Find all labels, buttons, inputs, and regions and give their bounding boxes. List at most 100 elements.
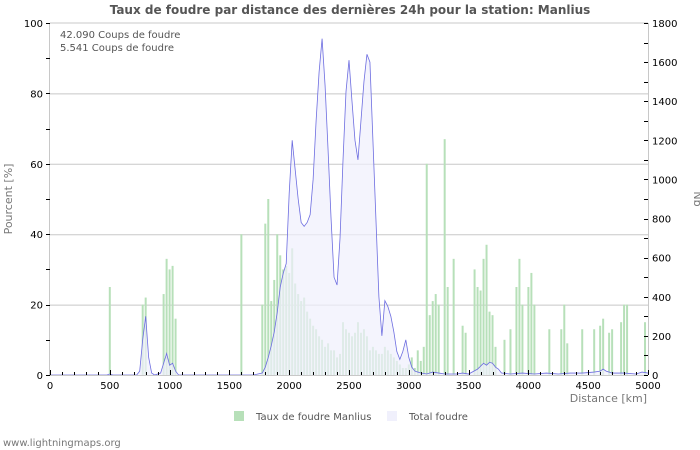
- y-right-tick-label: 0: [652, 371, 658, 382]
- bar: [548, 329, 551, 375]
- bar: [620, 322, 623, 375]
- x-tick-label: 3000: [396, 381, 421, 392]
- bar: [515, 287, 518, 375]
- x-tick-label: 2000: [276, 381, 301, 392]
- bar: [611, 329, 614, 375]
- bar: [476, 287, 479, 375]
- bar: [267, 199, 270, 375]
- bar: [560, 329, 563, 375]
- x-tick-label: 4000: [516, 381, 541, 392]
- bar: [527, 287, 530, 375]
- y-right-axis-label: Nb: [691, 191, 700, 206]
- y-right-tick-label: 200: [652, 332, 671, 343]
- bar: [479, 290, 482, 375]
- bar: [165, 258, 168, 375]
- bar: [276, 234, 279, 375]
- x-tick-label: 1000: [157, 381, 182, 392]
- bar: [422, 346, 425, 375]
- bar: [434, 294, 437, 375]
- y-tick-label: 80: [30, 89, 43, 100]
- bar: [108, 287, 111, 375]
- bar: [488, 311, 491, 375]
- bar: [437, 304, 440, 375]
- y-tick-label: 20: [30, 301, 43, 312]
- bar: [485, 244, 488, 375]
- bar: [491, 315, 494, 375]
- y-tick-label: 40: [30, 230, 43, 241]
- bar: [503, 339, 506, 375]
- legend-swatch-lavender-icon: [387, 411, 397, 421]
- legend-item-taux: Taux de foudre Manlius: [234, 411, 371, 423]
- bar: [273, 279, 276, 375]
- x-tick-label: 5000: [635, 381, 660, 392]
- y-tick-label: 60: [30, 160, 43, 171]
- legend-label-taux: Taux de foudre Manlius: [256, 412, 372, 423]
- legend-label-total: Total foudre: [409, 412, 468, 423]
- bar: [461, 325, 464, 375]
- y-right-tick-label: 600: [652, 254, 671, 265]
- bar: [162, 294, 165, 375]
- source-footer: www.lightningmaps.org: [3, 438, 121, 449]
- bar: [533, 304, 536, 375]
- bar: [521, 304, 524, 375]
- y-right-tick-label: 800: [652, 215, 671, 226]
- bar: [530, 272, 533, 375]
- x-tick-label: 3500: [456, 381, 481, 392]
- chart-title: Taux de foudre par distance des dernière…: [109, 3, 591, 17]
- bar: [261, 304, 264, 375]
- bar: [602, 318, 605, 375]
- x-tick-label: 4500: [575, 381, 600, 392]
- info-line-2: 5.541 Coups de foudre: [60, 43, 175, 54]
- bar: [518, 258, 521, 375]
- bar: [482, 258, 485, 375]
- y-right-tick-label: 1800: [652, 19, 677, 30]
- bar: [431, 301, 434, 375]
- y-right-tick-label: 1400: [652, 97, 677, 108]
- bar: [443, 139, 446, 375]
- bar: [174, 318, 177, 375]
- bar: [270, 301, 273, 375]
- info-line-1: 42.090 Coups de foudre: [60, 30, 181, 41]
- info-box: 42.090 Coups de foudre 5.541 Coups de fo…: [60, 29, 180, 55]
- y-right-tick-label: 1200: [652, 136, 677, 147]
- bar: [464, 332, 467, 375]
- area-series-total-foudre: [50, 38, 649, 376]
- bar: [171, 265, 174, 375]
- axes: 0 500 1000 1500 2000 2500 3000 3500 4000 4500 5000…: [2, 19, 700, 405]
- bar: [473, 269, 476, 375]
- bar: [608, 332, 611, 375]
- x-tick-label: 1500: [217, 381, 242, 392]
- bar: [563, 304, 566, 375]
- bar: [623, 304, 626, 375]
- legend-item-total: Total foudre: [387, 411, 468, 423]
- bar: [419, 360, 422, 375]
- bar: [566, 343, 569, 375]
- x-axis-label: Distance [km]: [570, 392, 647, 405]
- x-tick-label: 500: [100, 381, 119, 392]
- bar: [581, 329, 584, 375]
- bar: [452, 258, 455, 375]
- bar: [644, 322, 647, 375]
- legend-swatch-green-icon: [234, 411, 244, 421]
- bar: [425, 163, 428, 375]
- bar: [494, 346, 497, 375]
- y-right-tick-label: 1600: [652, 58, 677, 69]
- bar: [428, 315, 431, 375]
- y-tick-label: 0: [37, 371, 43, 382]
- bar: [240, 234, 243, 375]
- y-right-tick-label: 400: [652, 293, 671, 304]
- bar: [599, 325, 602, 375]
- bar: [264, 223, 267, 375]
- total-foudre-area: [50, 38, 648, 376]
- bar: [593, 329, 596, 375]
- y-axis-label: Pourcent [%]: [2, 164, 15, 235]
- bar: [446, 287, 449, 375]
- x-tick-label: 0: [47, 381, 53, 392]
- y-right-tick-label: 1000: [652, 175, 677, 186]
- bar: [626, 304, 629, 375]
- bar: [509, 329, 512, 375]
- bar: [416, 350, 419, 375]
- bar: [168, 269, 171, 375]
- x-tick-label: 2500: [336, 381, 361, 392]
